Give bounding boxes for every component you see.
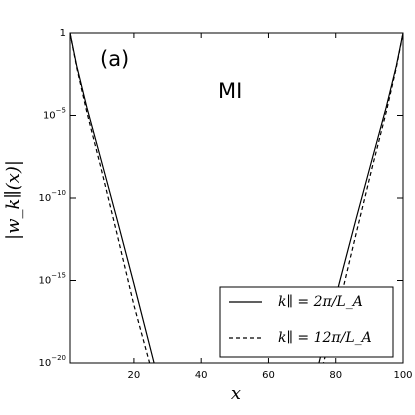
y-tick-exponent: −10 [51,189,66,197]
x-axis-label: x [231,383,241,404]
legend-box [219,286,394,358]
x-tick-label: 100 [393,370,412,381]
region-label: MI [218,79,242,103]
y-tick-base: 10 [38,358,51,369]
legend-label: k∥ = 2π/L_A [278,294,363,310]
legend-label: k∥ = 12π/L_A [278,330,372,346]
y-tick-exponent: −5 [56,107,66,115]
y-tick-label: 1 [60,28,66,39]
y-tick-label: 10−20 [38,354,66,369]
panel-label: (a) [100,47,129,71]
x-tick-label: 20 [128,370,141,381]
y-axis-label: |w_k∥(x)| [3,160,24,240]
y-tick-label: 10−5 [43,107,66,122]
y-tick-label: 10−10 [38,189,66,204]
y-tick-exponent: −15 [51,272,66,280]
legend: k∥ = 2π/L_A k∥ = 12π/L_A [219,286,394,358]
y-tick-exponent: −20 [51,354,66,362]
x-tick-label: 40 [195,370,208,381]
y-tick-label: 10−15 [38,272,66,287]
y-tick-base: 10 [43,111,56,122]
y-tick-base: 10 [38,193,51,204]
y-tick-base: 1 [60,28,66,39]
x-tick-label: 60 [262,370,275,381]
y-tick-base: 10 [38,276,51,287]
x-tick-label: 80 [329,370,342,381]
